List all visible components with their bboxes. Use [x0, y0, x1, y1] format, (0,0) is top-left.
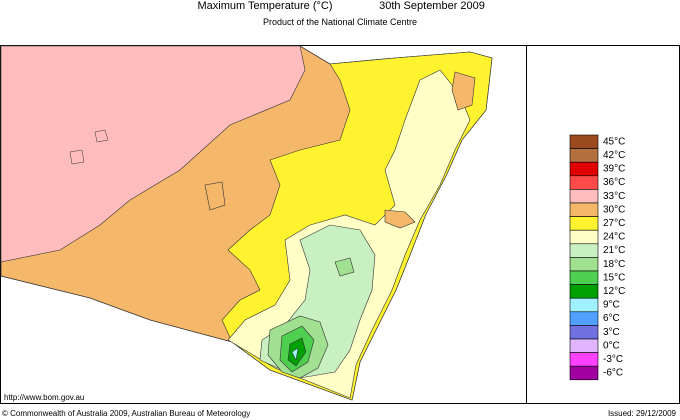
region-9	[291, 347, 299, 361]
map-regions	[0, 45, 493, 401]
legend-swatch	[569, 216, 599, 231]
legend: 45°C 42°C 39°C 36°C 33°C 30°C 27°C 24°C 21°C 18°C…	[569, 134, 625, 381]
legend-swatch	[569, 148, 599, 163]
legend-label: 27°C	[603, 218, 625, 229]
legend-label: 0°C	[603, 340, 620, 351]
legend-swatch	[569, 352, 599, 367]
legend-swatch	[569, 257, 599, 272]
region-30-patch	[384, 209, 416, 229]
legend-swatch	[569, 229, 599, 245]
legend-swatch	[569, 270, 599, 285]
legend-label: 3°C	[603, 327, 620, 338]
legend-label: 24°C	[603, 232, 625, 243]
legend-label: 21°C	[603, 245, 625, 256]
legend-swatch	[569, 297, 599, 313]
legend-swatch	[569, 134, 599, 149]
footer-copyright: © Commonwealth of Australia 2009, Austra…	[2, 409, 250, 418]
legend-swatch	[569, 338, 599, 353]
legend-label: 39°C	[603, 164, 625, 175]
legend-swatch	[569, 284, 599, 299]
legend-label: 18°C	[603, 259, 625, 270]
map-subtitle: Product of the National Climate Centre	[263, 17, 417, 27]
region-30-patch	[204, 181, 226, 211]
legend-label: 42°C	[603, 150, 625, 161]
region-30-patch	[451, 71, 476, 111]
footer-issued: Issued: 29/12/2009	[608, 409, 677, 418]
legend-swatch	[569, 325, 599, 340]
legend-swatch	[569, 365, 599, 381]
legend-label: 30°C	[603, 204, 625, 215]
contour	[69, 149, 85, 165]
legend-label: -3°C	[603, 354, 623, 365]
legend-label: 45°C	[603, 136, 625, 147]
legend-label: 15°C	[603, 272, 625, 283]
map-date: 30th September 2009	[379, 0, 485, 12]
region-18-patch	[334, 257, 355, 277]
legend-swatch	[569, 202, 599, 217]
region-33	[0, 45, 306, 263]
legend-swatch	[569, 175, 599, 190]
legend-label: 9°C	[603, 300, 620, 311]
legend-swatch	[569, 161, 599, 177]
legend-swatch	[569, 243, 599, 258]
footer-url: http://www.bom.gov.au	[4, 393, 84, 402]
legend-label: 36°C	[603, 177, 625, 188]
map-title: Maximum Temperature (°C)	[197, 0, 332, 12]
legend-label: 33°C	[603, 191, 625, 202]
legend-swatch	[569, 189, 599, 204]
legend-label: -6°C	[603, 368, 623, 379]
legend-label: 6°C	[603, 313, 620, 324]
legend-label: 12°C	[603, 286, 625, 297]
legend-swatch	[569, 311, 599, 326]
contour	[94, 129, 109, 143]
